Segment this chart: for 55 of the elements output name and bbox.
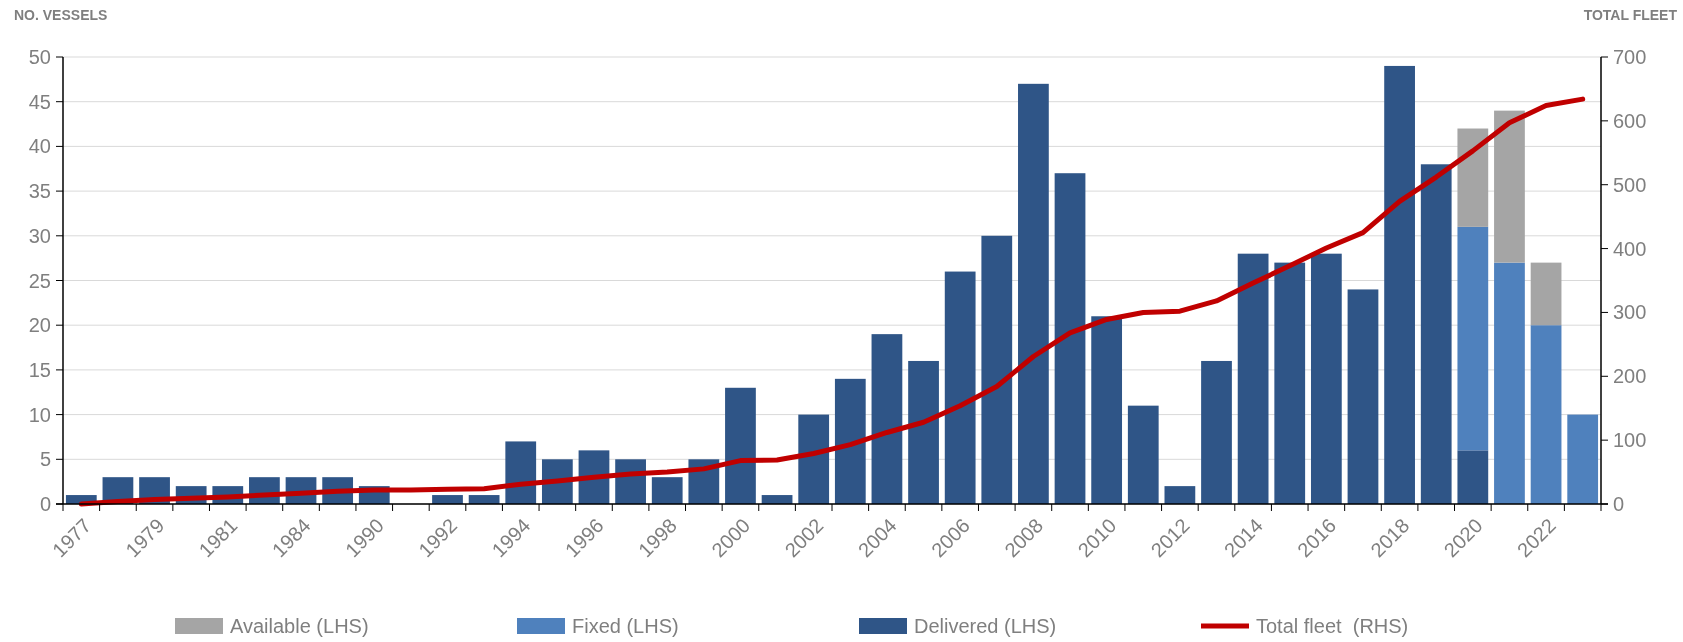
y2-tick-label: 400 [1613,237,1647,260]
y-tick-label: 15 [28,358,51,381]
legend-label: Total fleet (RHS) [1256,615,1409,637]
y-tick-label: 30 [28,224,51,247]
bar [1567,414,1599,504]
bar [1310,253,1342,504]
y-tick-label: 5 [39,448,51,471]
bar [1201,360,1232,504]
y2-tick-label: 500 [1613,173,1647,196]
bar [1457,450,1489,504]
y-tick-label: 50 [28,46,51,68]
y-tick-label: 45 [28,90,51,113]
bar [1384,65,1415,504]
y2-tick-label: 100 [1613,429,1647,452]
bar [1457,128,1489,227]
bar [798,414,830,504]
bar [1054,173,1086,504]
y2-tick-label: 700 [1613,46,1647,68]
bar [1127,405,1159,504]
bar [1274,262,1306,504]
y-tick-label: 40 [28,135,51,158]
bar [1494,262,1525,504]
bar [1091,316,1123,504]
y-tick-label: 35 [28,180,51,203]
y2-tick-label: 0 [1613,493,1625,515]
bar [871,334,903,504]
bar [725,387,756,504]
y2-tick-label: 300 [1613,301,1647,324]
y-tick-label: 0 [39,493,51,515]
legend-label: Available (LHS) [230,615,369,637]
bar [505,441,537,504]
y2-tick-label: 600 [1613,109,1647,132]
y-tick-label: 25 [28,269,51,292]
y2-axis-title: TOTAL FLEET [1583,7,1678,23]
legend-label: Delivered (LHS) [914,615,1057,637]
bar [1018,83,1049,504]
y-tick-label: 20 [28,314,51,337]
y-tick-label: 10 [28,403,51,426]
bar [944,271,976,504]
bar [908,360,939,504]
bar [1530,325,1562,504]
bar [1457,226,1489,451]
bar [1164,486,1196,504]
bar [432,495,463,504]
bar [1530,262,1562,326]
y-axis-title: NO. VESSELS [14,7,108,23]
bar [651,477,683,504]
bar [834,378,866,504]
bar [1347,289,1379,504]
bar [981,235,1013,504]
bar [1420,164,1452,504]
legend-label: Fixed (LHS) [572,615,679,637]
bar [1494,110,1525,263]
y2-tick-label: 200 [1613,365,1647,388]
bar [1237,253,1269,504]
